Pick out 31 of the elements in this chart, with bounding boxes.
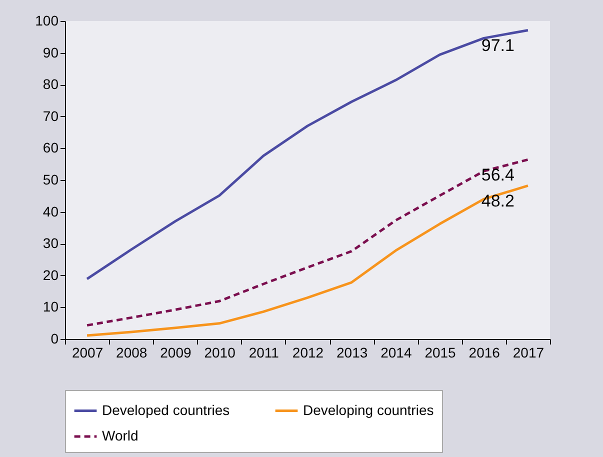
line-series (86, 28, 530, 280)
legend-label: World (102, 428, 138, 444)
x-tick-label: 2017 (512, 344, 544, 360)
y-tick-label: 40 (42, 203, 59, 220)
x-tick-label: 2011 (248, 344, 280, 360)
y-tick-label: 60 (42, 140, 59, 156)
x-tick-label: 2008 (116, 344, 148, 360)
data-label: 48.2 (481, 192, 514, 211)
x-tick-label: 2007 (72, 344, 104, 360)
x-tick-label: 2014 (380, 344, 412, 360)
data-label: 56.4 (481, 166, 514, 185)
x-tick-label: 2010 (204, 344, 236, 360)
data-label: 97.1 (481, 36, 514, 56)
y-tick-label: 20 (42, 266, 59, 283)
x-tick-label: 2012 (292, 344, 324, 360)
y-tick-label: 30 (42, 235, 59, 252)
y-tick-label: 90 (42, 44, 59, 60)
x-tick-label: 2013 (336, 344, 368, 360)
y-tick-label: 70 (42, 108, 59, 124)
legend-label: Developing countries (303, 402, 434, 418)
x-tick-label: 2015 (424, 344, 456, 360)
legend-label: Developed countries (102, 402, 230, 418)
y-tick-label: 50 (42, 172, 59, 188)
y-tick-label: 10 (42, 298, 59, 315)
x-tick-label: 2009 (160, 344, 192, 360)
y-tick-label: 0 (50, 330, 59, 346)
line-series (86, 184, 530, 337)
line-series (86, 158, 530, 327)
y-tick-label: 80 (42, 76, 59, 92)
x-tick-label: 2016 (468, 344, 500, 360)
y-tick-label: 100 (35, 12, 59, 28)
